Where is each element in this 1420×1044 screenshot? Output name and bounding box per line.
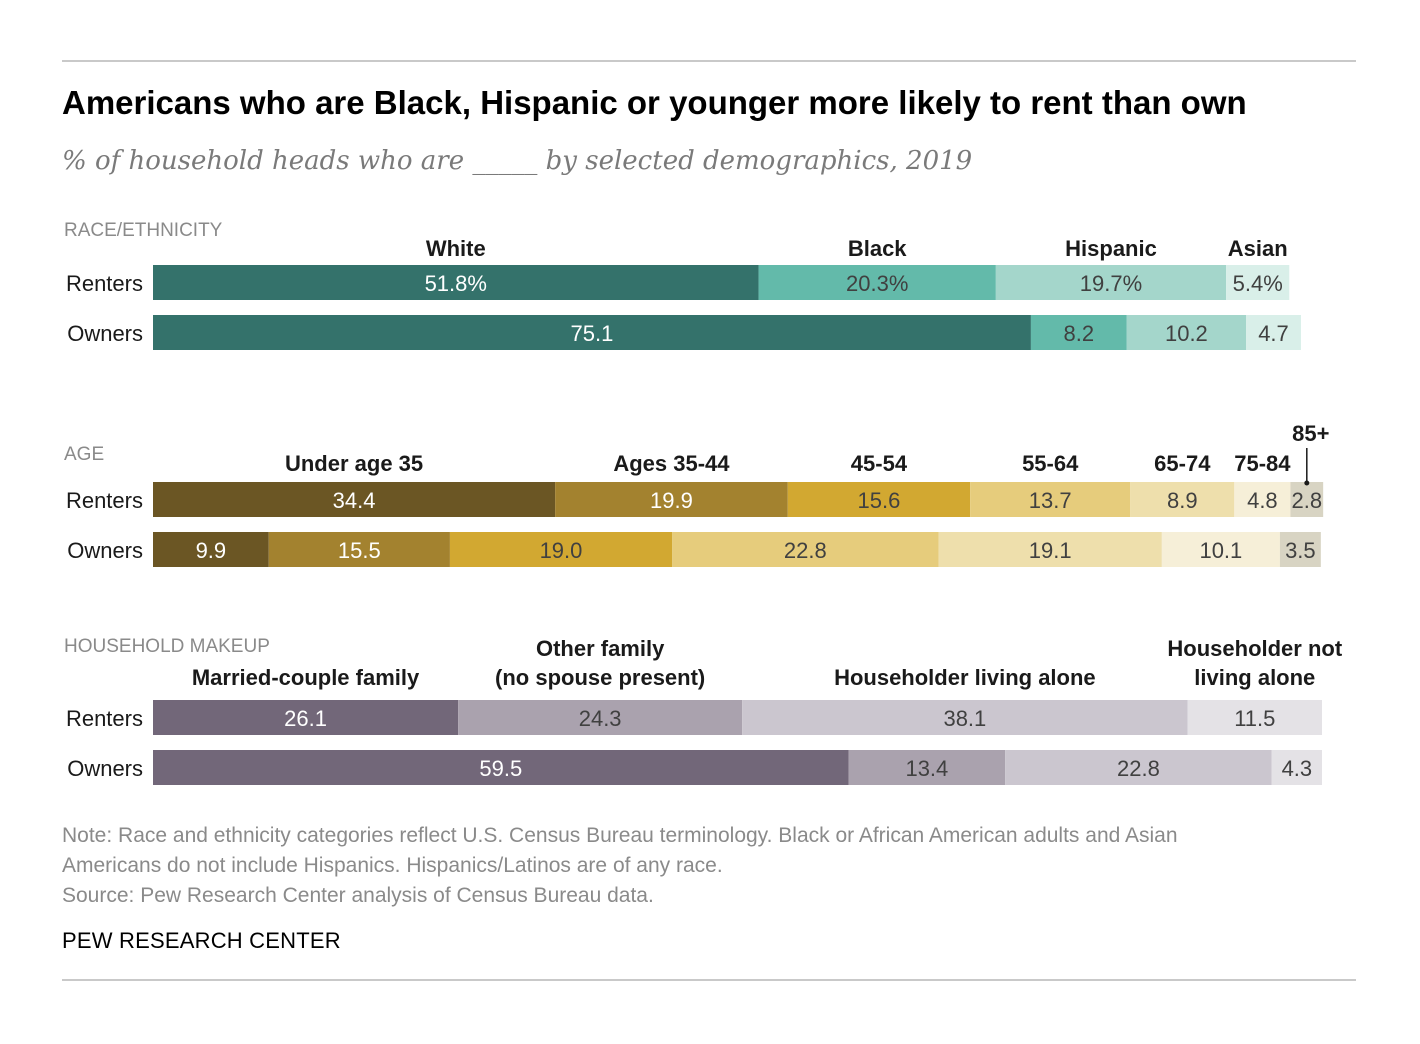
bottom-rule xyxy=(62,979,1356,981)
value-label-owners-ages-35-44: 15.5 xyxy=(338,538,381,563)
category-label-householder-not-living-alone-line-1: Householder not xyxy=(1167,636,1342,661)
bar-renters-65-74 xyxy=(1130,482,1235,517)
category-label-white: White xyxy=(426,236,486,261)
category-label-black: Black xyxy=(848,236,907,261)
category-label-ages-35-44: Ages 35-44 xyxy=(613,451,730,476)
bar-renters-white xyxy=(153,265,759,300)
value-label-renters-55-64: 13.7 xyxy=(1029,488,1072,513)
bar-renters-married-couple-family xyxy=(153,700,459,735)
chart-title: Americans who are Black, Hispanic or you… xyxy=(62,84,1247,121)
value-label-renters-ages-35-44: 19.9 xyxy=(650,488,693,513)
bar-owners-other-family-no-spouse-present xyxy=(848,750,1006,785)
value-label-owners-hispanic: 10.2 xyxy=(1165,321,1208,346)
bar-renters-black xyxy=(758,265,996,300)
chart-subtitle: % of household heads who are _____ by se… xyxy=(62,146,973,176)
value-label-owners-under-age-35: 9.9 xyxy=(196,538,227,563)
value-label-owners-85: 3.5 xyxy=(1285,538,1316,563)
category-label-householder-living-alone: Householder living alone xyxy=(834,665,1096,690)
value-label-renters-45-54: 15.6 xyxy=(858,488,901,513)
bar-owners-55-64 xyxy=(672,532,939,567)
row-label-owners: Owners xyxy=(67,538,143,563)
value-label-owners-45-54: 19.0 xyxy=(540,538,583,563)
value-label-owners-other-family-no-spouse-present: 13.4 xyxy=(905,756,948,781)
row-label-renters: Renters xyxy=(66,488,143,513)
bar-owners-hispanic xyxy=(1126,315,1247,350)
brand-name: PEW RESEARCH CENTER xyxy=(62,928,341,953)
value-label-owners-married-couple-family: 59.5 xyxy=(479,756,522,781)
bar-renters-55-64 xyxy=(970,482,1131,517)
category-label-other-family-no-spouse-present-line-2: (no spouse present) xyxy=(495,665,705,690)
value-label-renters-black: 20.3% xyxy=(846,271,908,296)
bar-owners-householder-not-living-alone xyxy=(1271,750,1322,785)
note-line-1: Note: Race and ethnicity categories refl… xyxy=(62,824,1178,847)
section-label-age: AGE xyxy=(64,444,104,465)
category-label-asian: Asian xyxy=(1228,236,1288,261)
bar-renters-85 xyxy=(1290,482,1324,517)
value-label-owners-asian: 4.7 xyxy=(1258,321,1289,346)
bar-renters-45-54 xyxy=(787,482,971,517)
category-label-married-couple-family: Married-couple family xyxy=(192,665,420,690)
bar-owners-ages-35-44 xyxy=(268,532,450,567)
category-label-householder-not-living-alone-line-2: living alone xyxy=(1194,665,1315,690)
category-label-hispanic: Hispanic xyxy=(1065,236,1157,261)
value-label-renters-75-84: 4.8 xyxy=(1247,488,1278,513)
bar-renters-ages-35-44 xyxy=(555,482,788,517)
value-label-owners-55-64: 22.8 xyxy=(784,538,827,563)
value-label-owners-65-74: 19.1 xyxy=(1029,538,1072,563)
value-label-renters-hispanic: 19.7% xyxy=(1080,271,1142,296)
category-label-under-age-35: Under age 35 xyxy=(285,451,423,476)
top-rule xyxy=(62,60,1356,62)
category-label-55-64: 55-64 xyxy=(1022,451,1079,476)
value-label-owners-black: 8.2 xyxy=(1064,321,1095,346)
bar-renters-other-family-no-spouse-present xyxy=(458,700,743,735)
row-label-renters: Renters xyxy=(66,706,143,731)
value-label-renters-asian: 5.4% xyxy=(1233,271,1283,296)
value-label-owners-white: 75.1 xyxy=(571,321,614,346)
row-label-owners: Owners xyxy=(67,321,143,346)
section-label-household-makeup: HOUSEHOLD MAKEUP xyxy=(64,636,270,657)
bar-renters-under-age-35 xyxy=(153,482,556,517)
row-label-renters: Renters xyxy=(66,271,143,296)
row-label-owners: Owners xyxy=(67,756,143,781)
value-label-renters-under-age-35: 34.4 xyxy=(333,488,376,513)
bar-owners-householder-living-alone xyxy=(1005,750,1272,785)
category-label-45-54: 45-54 xyxy=(851,451,908,476)
bar-renters-householder-not-living-alone xyxy=(1187,700,1322,735)
value-label-owners-householder-not-living-alone: 4.3 xyxy=(1282,756,1313,781)
bar-owners-65-74 xyxy=(938,532,1162,567)
value-label-owners-householder-living-alone: 22.8 xyxy=(1117,756,1160,781)
value-label-renters-65-74: 8.9 xyxy=(1167,488,1198,513)
bar-renters-asian xyxy=(1226,265,1290,300)
bar-renters-hispanic xyxy=(995,265,1227,300)
bar-renters-75-84 xyxy=(1234,482,1291,517)
note-line-2: Americans do not include Hispanics. Hisp… xyxy=(62,854,723,877)
section-label-race-ethnicity: RACE/ETHNICITY xyxy=(64,220,223,241)
value-label-renters-householder-living-alone: 38.1 xyxy=(943,706,986,731)
bar-owners-45-54 xyxy=(449,532,673,567)
bar-owners-85 xyxy=(1279,532,1321,567)
bar-owners-under-age-35 xyxy=(153,532,269,567)
category-label-other-family-no-spouse-present-line-1: Other family xyxy=(536,636,665,661)
category-label-75-84: 75-84 xyxy=(1234,451,1291,476)
bar-owners-75-84 xyxy=(1161,532,1280,567)
category-pointer-dot-85 xyxy=(1304,480,1310,486)
value-label-renters-other-family-no-spouse-present: 24.3 xyxy=(579,706,622,731)
bar-owners-asian xyxy=(1246,315,1301,350)
value-label-owners-75-84: 10.1 xyxy=(1199,538,1242,563)
value-label-renters-85: 2.8 xyxy=(1292,488,1323,513)
value-label-renters-householder-not-living-alone: 11.5 xyxy=(1234,706,1275,731)
value-label-renters-married-couple-family: 26.1 xyxy=(284,706,327,731)
bar-renters-householder-living-alone xyxy=(742,700,1188,735)
bar-owners-married-couple-family xyxy=(153,750,849,785)
source-line: Source: Pew Research Center analysis of … xyxy=(62,884,654,907)
bar-owners-white xyxy=(153,315,1031,350)
category-label-85: 85+ xyxy=(1292,421,1329,446)
bar-owners-black xyxy=(1030,315,1127,350)
category-label-65-74: 65-74 xyxy=(1154,451,1211,476)
value-label-renters-white: 51.8% xyxy=(425,271,487,296)
